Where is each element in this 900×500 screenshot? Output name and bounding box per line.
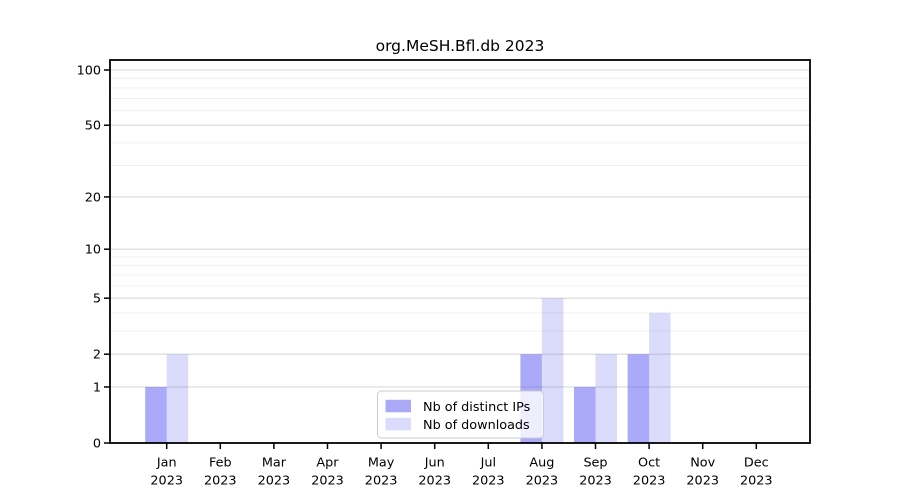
x-tick-label: Jun 2023	[418, 456, 451, 489]
legend-label-distinct-ips: Nb of distinct IPs	[423, 400, 531, 415]
legend-label-downloads: Nb of downloads	[423, 418, 530, 433]
x-tick-label: Mar 2023	[258, 456, 291, 489]
x-tick-label: Oct 2023	[633, 456, 666, 489]
x-tick-label: Jan 2023	[150, 456, 183, 489]
y-tick-label: 100	[77, 63, 101, 78]
bar-distinct-ips	[145, 386, 167, 443]
bar-distinct-ips	[574, 386, 596, 443]
y-tick-label: 5	[93, 292, 101, 307]
x-tick-label: Nov 2023	[686, 456, 719, 489]
x-tick-label: Apr 2023	[311, 456, 344, 489]
x-tick-label: Aug 2023	[526, 456, 559, 489]
bar-distinct-ips	[627, 354, 650, 443]
y-tick-label: 50	[85, 119, 101, 134]
chart-title: org.MeSH.Bfl.db 2023	[376, 37, 545, 55]
x-tick-label: Dec 2023	[740, 456, 773, 489]
gridlines	[110, 69, 810, 388]
x-tick-label: Jul 2023	[472, 456, 505, 489]
legend-box	[377, 390, 544, 439]
bar-downloads	[649, 312, 671, 443]
x-tick-label: Feb 2023	[204, 456, 237, 489]
y-tick-label: 2	[93, 348, 101, 363]
x-tick-label: Sep 2023	[579, 456, 612, 489]
y-tick-label: 20	[85, 190, 101, 205]
y-tick-label: 1	[93, 380, 101, 395]
legend-swatch-downloads	[385, 417, 411, 431]
axes: 0 1 2 5 10 20 50 100 Jan 2023 Feb 2023 Mar 2023 Apr 202…	[77, 63, 773, 488]
bars	[145, 298, 671, 443]
y-tick-label: 10	[85, 243, 101, 258]
legend: Nb of distinct IPs Nb of downloads	[377, 390, 544, 439]
bar-downloads	[166, 354, 189, 443]
x-tick-label: May 2023	[365, 456, 398, 489]
legend-swatch-distinct-ips	[385, 399, 411, 413]
bar-downloads	[595, 354, 617, 443]
bar-downloads	[541, 298, 564, 443]
y-tick-label: 0	[93, 436, 101, 451]
plot-border	[109, 59, 811, 444]
